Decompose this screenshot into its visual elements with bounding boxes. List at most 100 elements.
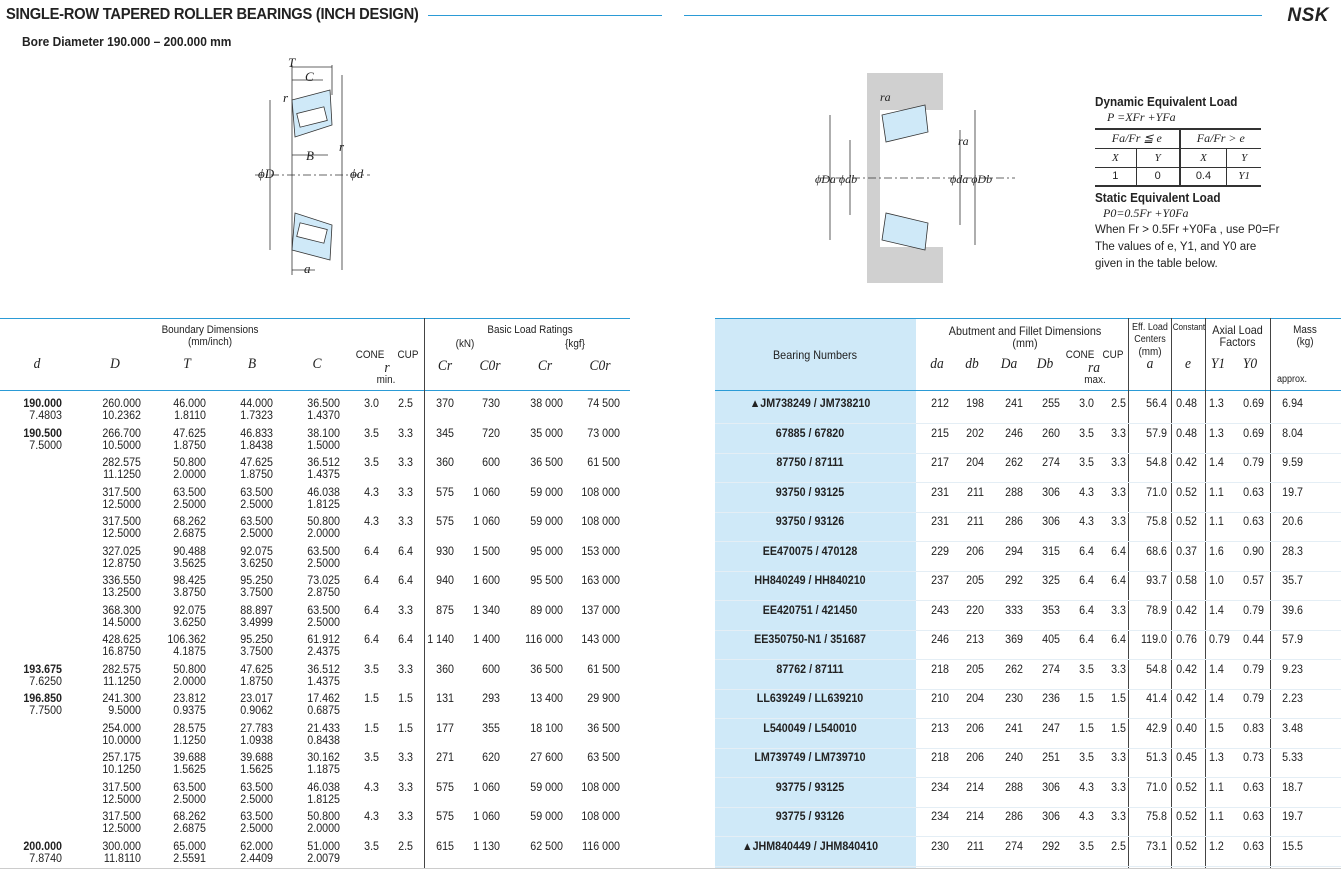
cell-Da: 286 (1005, 516, 1023, 528)
brand-logo: NSK (1287, 5, 1329, 26)
cell-da: 234 (931, 811, 949, 823)
unit-kgf: {kgf} (565, 338, 585, 350)
cell-e: 0.48 (1176, 398, 1197, 410)
cell-Y0: 0.63 (1243, 781, 1264, 794)
cell-B: 95.250 (240, 575, 273, 587)
cell-cor-kgf: 108 000 (581, 486, 620, 499)
cell-a: 42.9 (1146, 722, 1167, 735)
cell-Y1: 1.1 (1209, 781, 1224, 794)
bearing-number[interactable]: 67885 / 67820 (775, 427, 845, 440)
cell-C: 30.162 (307, 752, 340, 764)
col-r-min: min. (376, 374, 396, 386)
cell-C: 36.512 (307, 457, 340, 469)
cell-ra-cone: 3.5 (1079, 663, 1094, 676)
cell-ra-cone: 3.0 (1079, 398, 1094, 410)
page-title: SINGLE-ROW TAPERED ROLLER BEARINGS (INCH… (6, 6, 419, 23)
cell-a: 73.1 (1146, 840, 1167, 853)
cell-Db: 306 (1042, 486, 1060, 499)
cell-T-inch: 1.5625 (173, 764, 206, 776)
row-separator (715, 718, 1341, 719)
bearing-number[interactable]: EE420751 / 421450 (762, 604, 858, 617)
bearing-number[interactable]: ▲JM738249 / JM738210 (749, 398, 871, 410)
cell-B-inch: 1.0938 (240, 734, 273, 747)
cell-D-inch: 12.5000 (102, 823, 141, 835)
cell-C-inch: 2.8750 (307, 587, 340, 599)
cell-ra-cup: 3.3 (1111, 457, 1126, 469)
cell-Db: 292 (1042, 840, 1060, 853)
abutment-heading: Abutment and Fillet Dimensions (948, 324, 1102, 338)
bearing-number[interactable]: ▲JHM840449 / JHM840410 (741, 840, 879, 853)
cell-a: 51.3 (1146, 752, 1167, 764)
col-C: C (312, 356, 322, 372)
cell-Y0: 0.69 (1243, 398, 1264, 410)
label-phi-D: ϕD (258, 166, 275, 181)
bearing-number[interactable]: 93775 / 93126 (775, 811, 845, 823)
cell-cor-kgf: 63 500 (587, 752, 620, 764)
bearing-number[interactable]: 93775 / 93125 (775, 781, 845, 794)
cell-cr-kn: 370 (436, 398, 454, 410)
bearing-number[interactable]: LM739749 / LM739710 (754, 752, 866, 764)
load-ratings-heading: Basic Load Ratings (487, 324, 573, 336)
bearing-number[interactable]: HH840249 / HH840210 (754, 575, 866, 587)
cell-Db: 236 (1042, 693, 1060, 705)
cell-D-inch: 13.2500 (102, 587, 141, 599)
cell-a: 54.8 (1146, 663, 1167, 676)
cell-da: 212 (931, 398, 949, 410)
cell-e: 0.40 (1176, 722, 1197, 735)
cell-C-inch: 1.5000 (307, 439, 340, 452)
bearing-number[interactable]: EE470075 / 470128 (762, 545, 858, 558)
cell-Da: 262 (1005, 663, 1023, 676)
cell-cor-kn: 355 (482, 722, 500, 735)
cell-cor-kn: 600 (482, 663, 500, 676)
cell-B: 95.250 (240, 634, 273, 646)
cell-Da: 246 (1005, 427, 1023, 440)
cell-Y1: 1.3 (1209, 398, 1224, 410)
cell-a: 57.9 (1146, 427, 1167, 440)
val-y2: Y1 (1226, 166, 1261, 187)
mass-unit: (kg) (1296, 336, 1314, 348)
cell-T: 98.425 (173, 575, 206, 587)
bearing-number[interactable]: 93750 / 93126 (775, 516, 845, 528)
cell-C: 46.038 (307, 781, 340, 794)
cell-a: 119.0 (1141, 634, 1167, 646)
cell-ra-cup: 2.5 (1111, 840, 1126, 853)
cell-cr-kgf: 62 500 (530, 840, 563, 853)
bearing-number[interactable]: 87762 / 87111 (776, 663, 844, 676)
row-separator (715, 570, 1341, 572)
cell-e: 0.45 (1176, 752, 1197, 764)
row-separator (715, 600, 1341, 601)
bearing-number[interactable]: 87750 / 87111 (776, 457, 844, 469)
cell-ra-cup: 6.4 (1111, 545, 1126, 558)
bearing-number[interactable]: 93750 / 93125 (775, 486, 845, 499)
static-note: When Fr > 0.5Fr +Y0Fa , use P0=Fr (1095, 224, 1280, 236)
col-ra-cone: CONE (1065, 349, 1095, 361)
divider-axial (1205, 318, 1206, 868)
cell-r-cup: 3.3 (398, 604, 413, 617)
cell-cr-kn: 940 (436, 575, 454, 587)
cell-r-cone: 3.5 (364, 840, 379, 853)
cell-C-inch: 1.1875 (307, 764, 340, 776)
cell-ra-cup: 3.3 (1111, 811, 1126, 823)
cell-mass: 9.23 (1282, 663, 1303, 676)
bearing-number[interactable]: L540049 / L540010 (763, 722, 857, 735)
bearing-number[interactable]: EE350750-N1 / 351687 (754, 634, 866, 646)
cell-B-inch: 3.4999 (240, 616, 273, 629)
bearing-dimension-diagram (255, 65, 370, 275)
cell-ra-cone: 3.5 (1079, 427, 1094, 440)
cell-T-inch: 2.5000 (173, 793, 206, 806)
col-cone: CONE (355, 349, 385, 361)
cell-Y1: 1.3 (1209, 752, 1224, 764)
cell-ra-cone: 6.4 (1079, 604, 1094, 617)
cell-mass: 3.48 (1282, 722, 1303, 735)
col-Cr-kgf: Cr (537, 358, 553, 374)
bearing-number[interactable]: LL639249 / LL639210 (756, 693, 864, 705)
cell-Db: 260 (1042, 427, 1060, 440)
cell-mass: 39.6 (1282, 604, 1303, 617)
boundary-dimensions-heading: Boundary Dimensions (161, 324, 259, 336)
static-formula: P0=0.5Fr +Y0Fa (1103, 206, 1189, 220)
cell-C-inch: 0.8438 (307, 734, 340, 747)
cell-ra-cup: 3.3 (1111, 604, 1126, 617)
cell-da: 234 (931, 781, 949, 794)
table-bottom-rule (0, 868, 1341, 869)
cell-r-cone: 6.4 (364, 634, 379, 646)
